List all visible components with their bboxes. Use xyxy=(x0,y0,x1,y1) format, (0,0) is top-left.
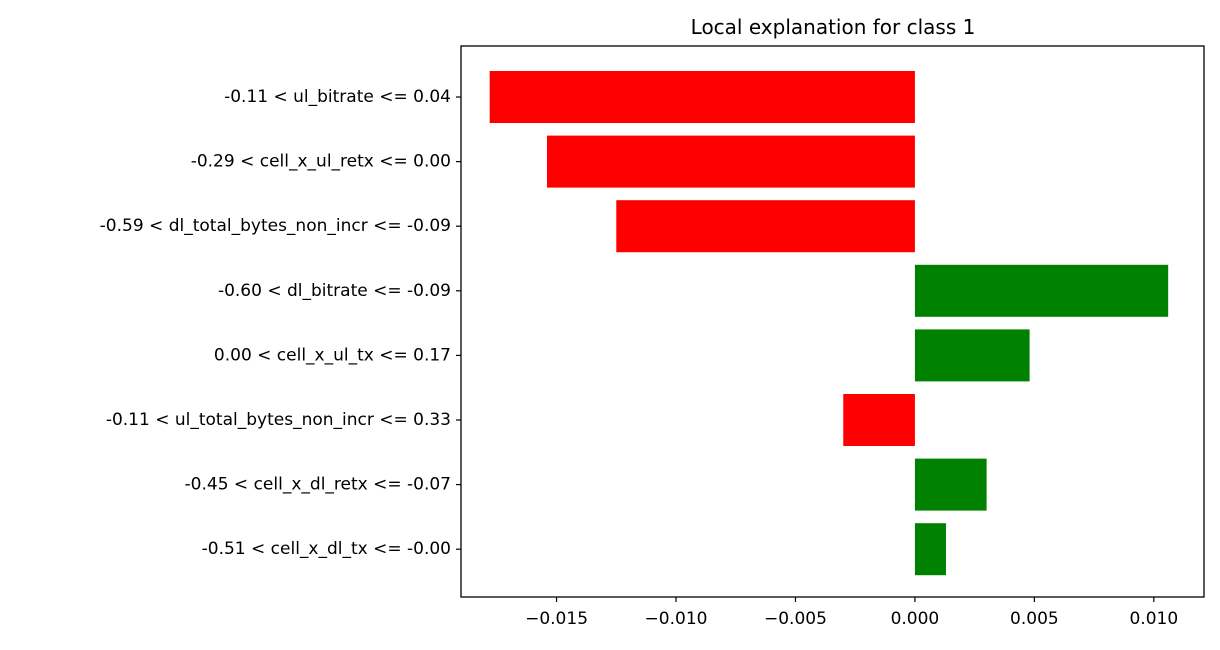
y-tick-label-0: -0.11 < ul_bitrate <= 0.04 xyxy=(224,87,451,107)
bar-1 xyxy=(547,135,915,188)
axes-frame xyxy=(460,45,1205,598)
bar-7 xyxy=(914,523,946,576)
bar-6 xyxy=(914,458,987,511)
x-tick-label-4: 0.005 xyxy=(1010,609,1059,629)
x-tick-label-1: −0.010 xyxy=(645,609,708,629)
bar-3 xyxy=(914,264,1169,317)
bar-5 xyxy=(843,394,915,446)
y-tick-label-3: -0.60 < dl_bitrate <= -0.09 xyxy=(218,281,451,301)
x-tick-label-2: −0.005 xyxy=(764,609,827,629)
chart-title: Local explanation for class 1 xyxy=(691,15,976,39)
bar-0 xyxy=(489,71,915,123)
bars-group xyxy=(489,71,1169,576)
y-tick-label-1: -0.29 < cell_x_ul_retx <= 0.00 xyxy=(191,152,451,172)
x-ticks: −0.015 −0.010 −0.005 0.000 0.005 0.010 xyxy=(525,597,1178,629)
x-tick-label-0: −0.015 xyxy=(525,609,588,629)
y-tick-label-6: -0.45 < cell_x_dl_retx <= -0.07 xyxy=(185,475,451,495)
y-tick-label-5: -0.11 < ul_total_bytes_non_incr <= 0.33 xyxy=(106,410,451,430)
bar-2 xyxy=(616,200,915,253)
x-tick-label-5: 0.010 xyxy=(1129,609,1178,629)
y-tick-label-4: 0.00 < cell_x_ul_tx <= 0.17 xyxy=(214,345,451,365)
y-tick-labels: -0.11 < ul_bitrate <= 0.04 -0.29 < cell_x… xyxy=(100,87,461,559)
y-tick-label-2: -0.59 < dl_total_bytes_non_incr <= -0.09 xyxy=(100,216,451,236)
bar-4 xyxy=(914,329,1030,382)
x-tick-label-3: 0.000 xyxy=(891,609,940,629)
y-tick-label-7: -0.51 < cell_x_dl_tx <= -0.00 xyxy=(202,539,451,559)
